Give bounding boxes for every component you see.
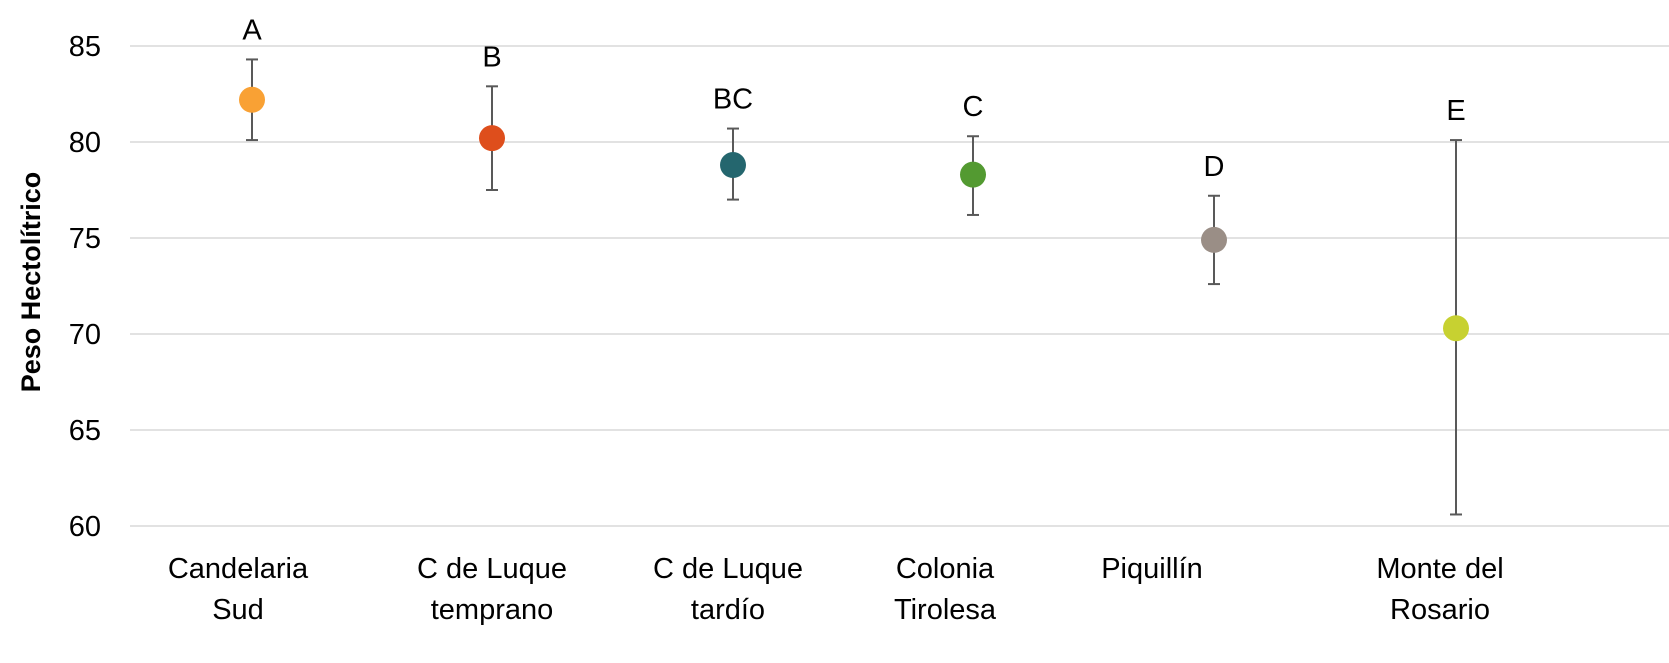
x-category-label: Colonia [896,553,995,585]
x-category-label: Monte del [1376,553,1503,585]
data-point [1443,315,1469,342]
x-category-label: C de Luque [653,553,803,585]
gridlines [130,45,1669,527]
x-category-label: Tirolesa [894,594,997,626]
x-category-label: Piquillín [1101,553,1203,585]
significance-letter: C [963,91,984,123]
data-point [720,152,746,179]
y-tick-label: 80 [69,127,101,159]
significance-letter: B [482,41,501,73]
y-tick-label: 70 [69,319,101,351]
x-category-labels: Candelaria Sud C de Luque temprano C de Luqu… [168,553,1504,626]
group-labels: A B BC C D E [242,14,1465,182]
significance-letter: A [242,14,262,46]
x-category-label: C de Luque [417,553,567,585]
y-axis-title: Peso Hectolítrico [16,172,46,393]
significance-letter: E [1446,95,1465,127]
data-points [239,86,1469,342]
y-tick-label: 85 [69,31,101,63]
x-category-label: Sud [212,594,264,626]
error-bars [246,58,1462,516]
significance-letter: BC [713,84,753,116]
data-point [1201,226,1227,253]
data-point [960,161,986,188]
y-tick-label: 60 [69,511,101,543]
x-category-label: tardío [691,594,765,626]
data-point [479,125,505,152]
significance-letter: D [1204,151,1225,183]
x-category-label: Rosario [1390,594,1490,626]
y-tick-label: 75 [69,223,101,255]
y-tick-labels: 60 65 70 75 80 85 [69,31,101,543]
y-tick-label: 65 [69,415,101,447]
data-point [239,86,265,113]
x-category-label: Candelaria [168,553,309,585]
x-category-label: temprano [431,594,554,626]
